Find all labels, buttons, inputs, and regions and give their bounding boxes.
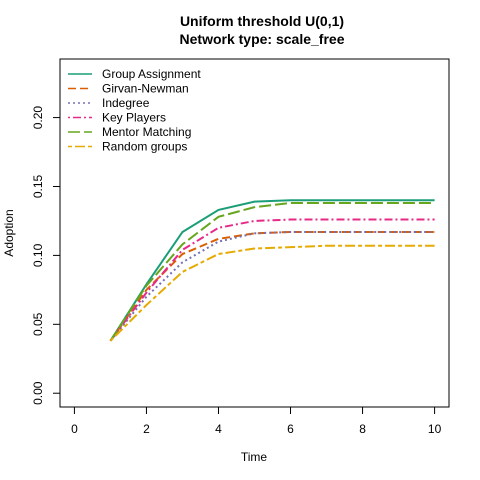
x-axis-label: Time [241, 450, 268, 464]
x-tick-label: 4 [215, 422, 222, 436]
legend-entry: Mentor Matching [102, 125, 191, 139]
x-tick-label: 0 [71, 422, 78, 436]
x-tick-label: 2 [143, 422, 150, 436]
x-tick-label: 10 [428, 422, 442, 436]
legend-entry: Group Assignment [102, 67, 201, 81]
series-line [109, 199, 435, 342]
series-line [109, 230, 435, 342]
series-lines [109, 199, 435, 342]
y-axis-label: Adoption [2, 209, 16, 256]
chart-subtitle: Network type: scale_free [180, 31, 345, 47]
y-tick-label: 0.10 [31, 243, 45, 267]
legend-entry: Key Players [102, 111, 166, 125]
x-tick-label: 6 [287, 422, 294, 436]
y-tick-label: 0.05 [31, 312, 45, 336]
y-tick-label: 0.20 [31, 106, 45, 130]
series-line [109, 244, 435, 342]
legend-entry: Random groups [102, 140, 187, 154]
x-axis: 0 2 4 6 8 10 [71, 406, 442, 436]
legend-entry: Indegree [102, 96, 150, 110]
legend-entry: Girvan-Newman [102, 82, 189, 96]
x-tick-label: 8 [359, 422, 366, 436]
series-line [109, 202, 435, 342]
y-tick-label: 0.00 [31, 381, 45, 405]
chart-title: Uniform threshold U(0,1) [180, 13, 344, 29]
y-axis: 0.00 0.05 0.10 0.15 0.20 [31, 106, 61, 405]
y-tick-label: 0.15 [31, 174, 45, 198]
legend: Group AssignmentGirvan-NewmanIndegreeKey… [68, 67, 201, 154]
series-line [109, 218, 435, 342]
